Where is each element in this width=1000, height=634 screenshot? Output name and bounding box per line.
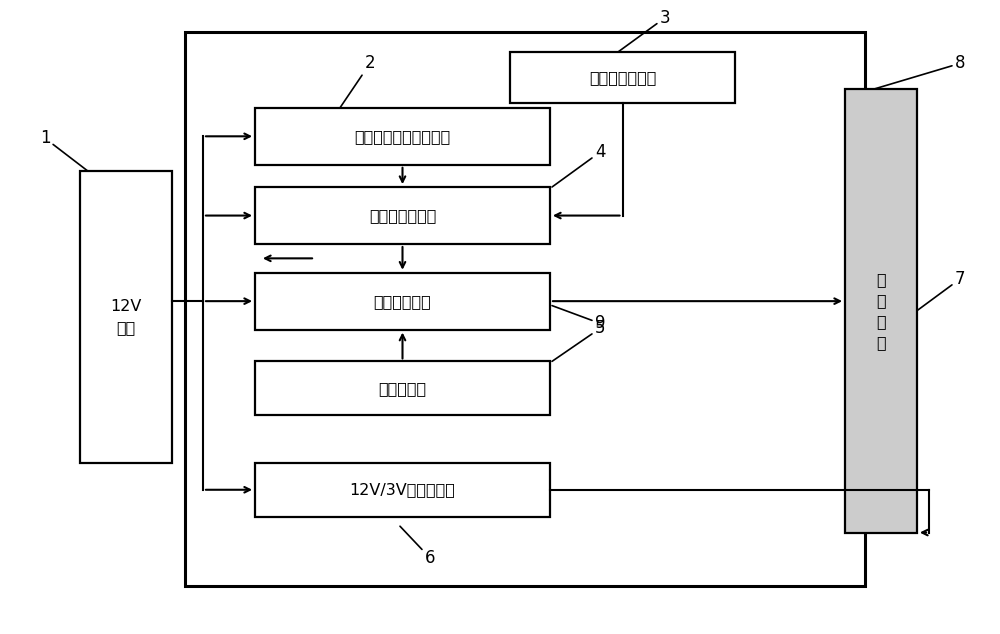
Bar bbox=[255, 187, 550, 244]
Text: 6: 6 bbox=[400, 526, 435, 567]
Bar bbox=[80, 171, 172, 463]
Text: 3: 3 bbox=[618, 9, 670, 52]
Text: 12V/3V电压转换器: 12V/3V电压转换器 bbox=[350, 482, 455, 497]
Bar bbox=[510, 52, 735, 103]
Bar bbox=[255, 273, 550, 330]
Text: 9: 9 bbox=[552, 306, 605, 332]
Bar bbox=[255, 108, 550, 165]
Text: 内壁温度传感器: 内壁温度传感器 bbox=[589, 70, 656, 85]
Text: 除
湿
装
置: 除 湿 装 置 bbox=[876, 271, 886, 350]
Text: 动力电池组: 动力电池组 bbox=[378, 381, 427, 396]
Text: 5: 5 bbox=[552, 320, 605, 361]
Bar bbox=[255, 463, 550, 517]
Text: 凝露点计算模块: 凝露点计算模块 bbox=[369, 208, 436, 223]
Text: 7: 7 bbox=[917, 270, 965, 311]
Text: 4: 4 bbox=[552, 143, 605, 187]
Text: 8: 8 bbox=[875, 55, 965, 89]
Bar bbox=[255, 361, 550, 415]
Text: 2: 2 bbox=[340, 55, 375, 108]
Bar bbox=[185, 32, 865, 586]
Bar bbox=[845, 89, 917, 533]
Text: 1: 1 bbox=[40, 129, 88, 171]
Text: 12V
电源: 12V 电源 bbox=[110, 299, 142, 335]
Text: 温湿度压力集成传感器: 温湿度压力集成传感器 bbox=[354, 129, 451, 144]
Text: 电池管理系统: 电池管理系统 bbox=[374, 294, 431, 309]
